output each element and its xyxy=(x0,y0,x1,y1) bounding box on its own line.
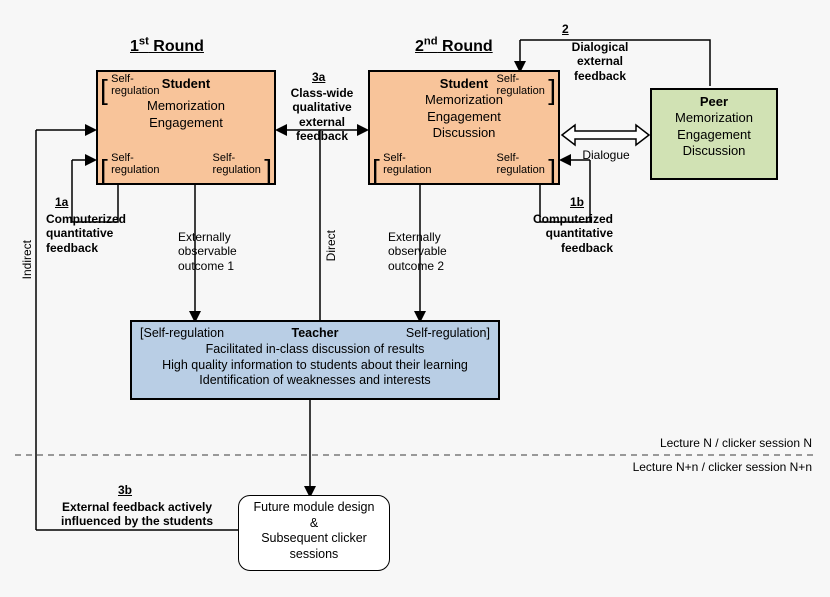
heading-round2-text: 2nd Round xyxy=(415,38,493,55)
peer-title: Peer xyxy=(658,94,770,110)
diagram-canvas: 1st Round 2nd Round Student Memorization… xyxy=(0,0,830,597)
outcome1-label: Externally observable outcome 1 xyxy=(178,230,263,273)
callout-3b-num: 3b xyxy=(118,483,132,497)
heading-round2: 2nd Round xyxy=(415,36,493,57)
student2-line1: Engagement xyxy=(376,109,552,125)
callout-1b-num: 1b xyxy=(570,195,584,209)
heading-round1: 1st Round xyxy=(130,36,204,57)
teacher-line1: High quality information to students abo… xyxy=(138,358,492,374)
callout-1a-num: 1a xyxy=(55,195,68,209)
student2-line2: Discussion xyxy=(376,125,552,141)
callout-1b-text: Computerized quantitative feedback xyxy=(508,212,613,255)
dashline-below: Lecture N+n / clicker session N+n xyxy=(633,460,812,474)
callout-2-num: 2 xyxy=(562,22,569,36)
peer-line1: Engagement xyxy=(658,127,770,143)
indirect-label: Indirect xyxy=(20,240,34,279)
peer-box: Peer Memorization Engagement Discussion xyxy=(650,88,778,180)
teacher-box: [Self-regulation Teacher Self-regulation… xyxy=(130,320,500,400)
teacher-sr-right: Self-regulation xyxy=(406,326,487,340)
dashline-above: Lecture N / clicker session N xyxy=(660,436,812,450)
peer-line0: Memorization xyxy=(658,110,770,126)
callout-2-text: Dialogical external feedback xyxy=(555,40,645,83)
teacher-line0: Facilitated in-class discussion of resul… xyxy=(138,342,492,358)
teacher-line2: Identification of weaknesses and interes… xyxy=(138,373,492,389)
direct-label: Direct xyxy=(324,230,338,261)
future-line0: Future module design xyxy=(245,500,383,516)
future-box: Future module design & Subsequent clicke… xyxy=(238,495,390,571)
callout-3b-text: External feedback actively influenced by… xyxy=(46,500,228,529)
peer-line2: Discussion xyxy=(658,143,770,159)
student2-box: Student Memorization Engagement Discussi… xyxy=(368,70,560,185)
future-line1: & xyxy=(245,516,383,532)
callout-3a-text: Class-wide qualitative external feedback xyxy=(280,86,364,144)
student1-box: Student Memorization Engagement [ Self- … xyxy=(96,70,276,185)
callout-1a-text: Computerized quantitative feedback xyxy=(46,212,151,255)
future-line2: Subsequent clicker sessions xyxy=(245,531,383,562)
student1-line1: Engagement xyxy=(104,115,268,131)
heading-round1-text: 1st Round xyxy=(130,38,204,55)
dialogue-label: Dialogue xyxy=(576,148,636,162)
outcome2-label: Externally observable outcome 2 xyxy=(388,230,473,273)
callout-3a-num: 3a xyxy=(312,70,325,84)
